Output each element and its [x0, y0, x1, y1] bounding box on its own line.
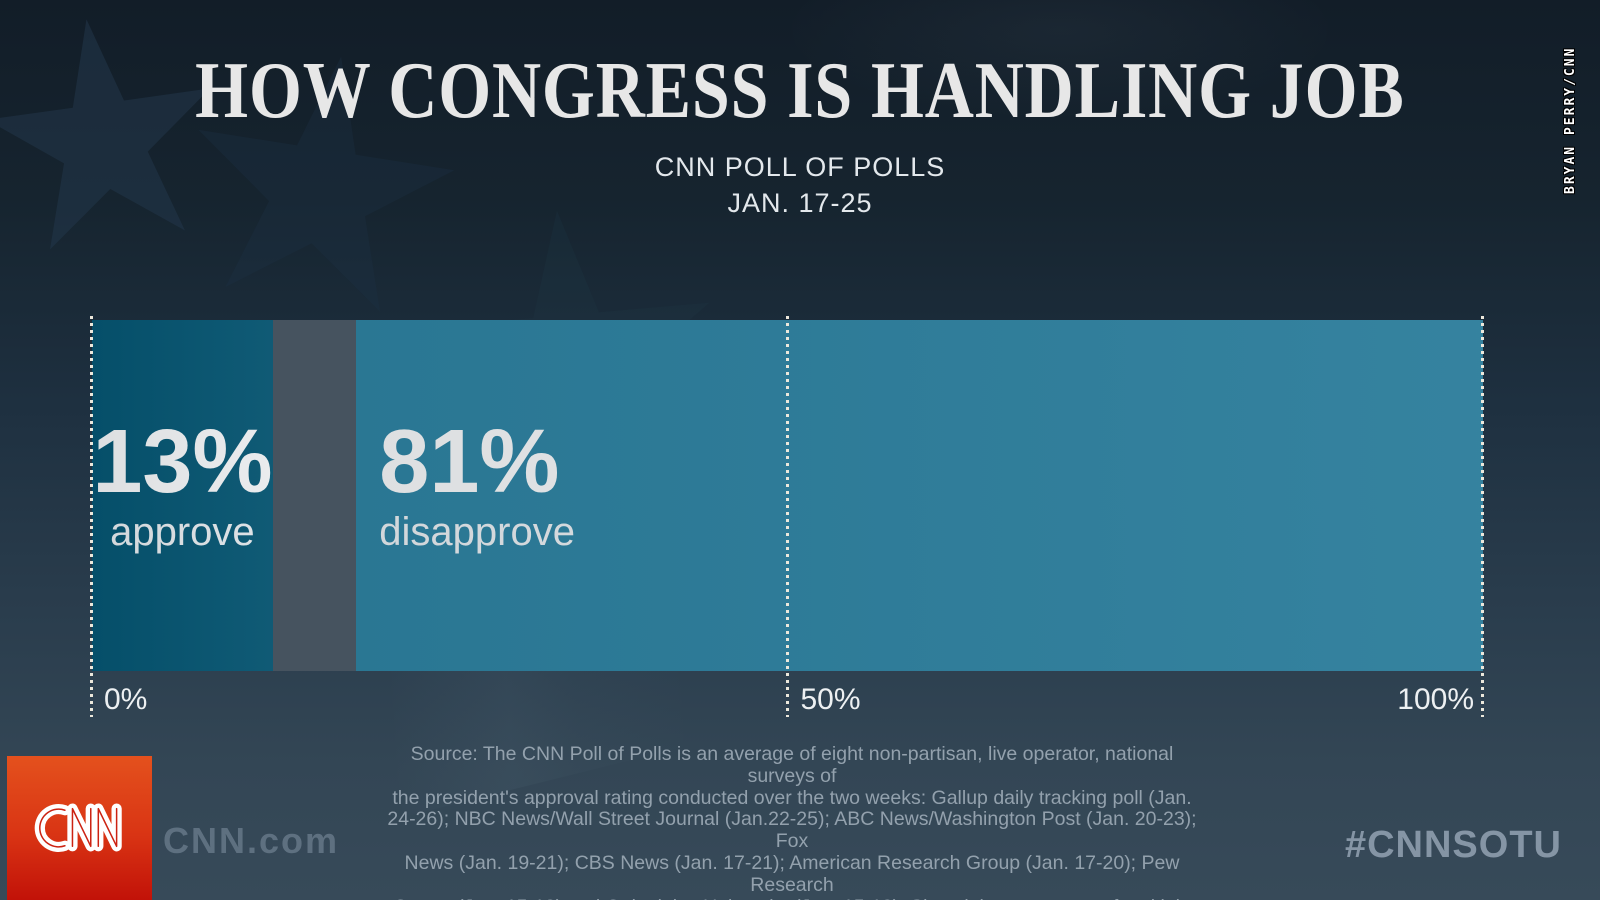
source-line: 24-26); NBC News/Wall Street Journal (Ja…	[387, 808, 1197, 853]
axis-tick-label: 0%	[104, 683, 148, 716]
disapprove-label: disapprove	[379, 509, 575, 554]
source-line: Center (Jan. 15-19) and Quinnipiac Unive…	[382, 896, 1202, 900]
page-title-text: HOW CONGRESS IS HANDLING JOB	[195, 45, 1405, 135]
approve-value: 13%	[92, 411, 273, 512]
bar-segment-no-opinion	[272, 320, 357, 671]
source-note: Source: The CNN Poll of Polls is an aver…	[382, 743, 1202, 900]
source-line: the president's approval rating conducte…	[392, 786, 1192, 809]
cnn-logo-icon	[34, 803, 122, 852]
disapprove-value: 81%	[379, 411, 560, 512]
source-line: News (Jan. 19-21); CBS News (Jan. 17-21)…	[404, 851, 1180, 896]
cnn-site-label: CNN.com	[163, 820, 340, 861]
cnn-logo	[7, 756, 152, 900]
approve-label: approve	[110, 509, 255, 554]
axis-tick-label: 100%	[1397, 683, 1474, 716]
hashtag-label: #CNNSOTU	[1344, 824, 1562, 866]
page-title: HOW CONGRESS IS HANDLING JOB	[0, 50, 1600, 131]
poll-name: CNN POLL OF POLLS	[654, 152, 946, 182]
bar-segment-approve: 13% approve	[92, 320, 273, 671]
stacked-bar-chart: 13% approve 81% disapprove	[92, 320, 1483, 671]
bar-segment-disapprove: 81% disapprove	[356, 320, 1483, 671]
poll-date-range: JAN. 17-25	[727, 188, 873, 218]
source-line: Source: The CNN Poll of Polls is an aver…	[410, 743, 1174, 787]
subtitle-block: CNN POLL OF POLLS JAN. 17-25	[0, 149, 1600, 221]
